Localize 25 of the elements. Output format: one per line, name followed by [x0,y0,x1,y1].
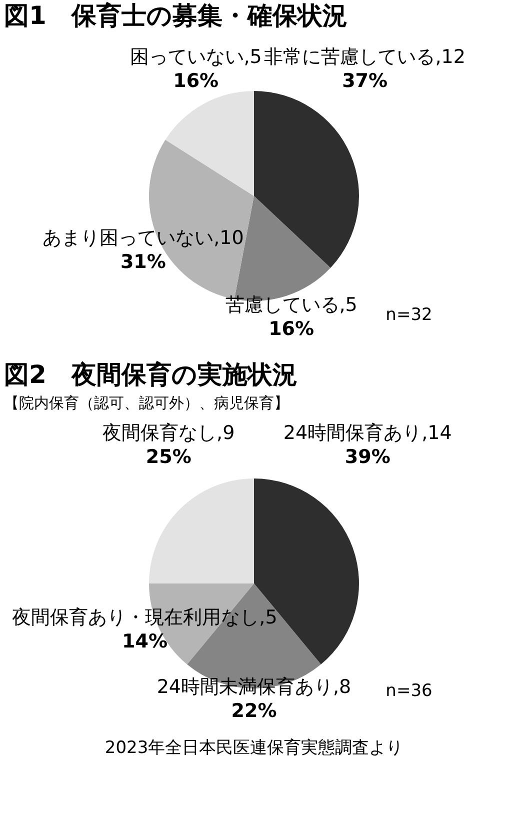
data-label: 16% [173,70,219,92]
data-label: 31% [120,250,166,273]
data-label: 16% [268,318,314,340]
text: 2023年全日本民医連保育実態調査より [104,738,404,758]
data-label: 37% [342,70,388,92]
slice-label: 夜間保育なし,9 [102,422,235,444]
text: n=32 [386,305,432,325]
slice-label: 非常に苦慮している,12 [264,46,466,68]
data-label: 39% [344,446,390,468]
pie-slice [254,478,359,664]
text: n=36 [386,681,432,701]
slice-label: あまり困っていない,10 [42,226,244,249]
data-label: 14% [122,630,168,652]
chart-title: 図2 夜間保育の実施状況 [4,360,298,389]
slice-label: 苦慮している,5 [225,294,358,316]
pie-slice [149,478,254,584]
chart-title: 図1 保育士の募集・確保状況 [4,1,348,30]
data-label: 25% [146,446,192,468]
slice-label: 夜間保育あり・現在利用なし,5 [12,606,278,628]
pie-slice [254,91,359,268]
slice-label: 24時間保育あり,14 [283,422,452,444]
data-label: 22% [231,700,277,722]
slice-label: 困っていない,5 [130,46,262,68]
chart-subtitle: 【院内保育（認可、認可外）、病児保育】 [4,394,289,412]
pie-slice [165,91,254,196]
